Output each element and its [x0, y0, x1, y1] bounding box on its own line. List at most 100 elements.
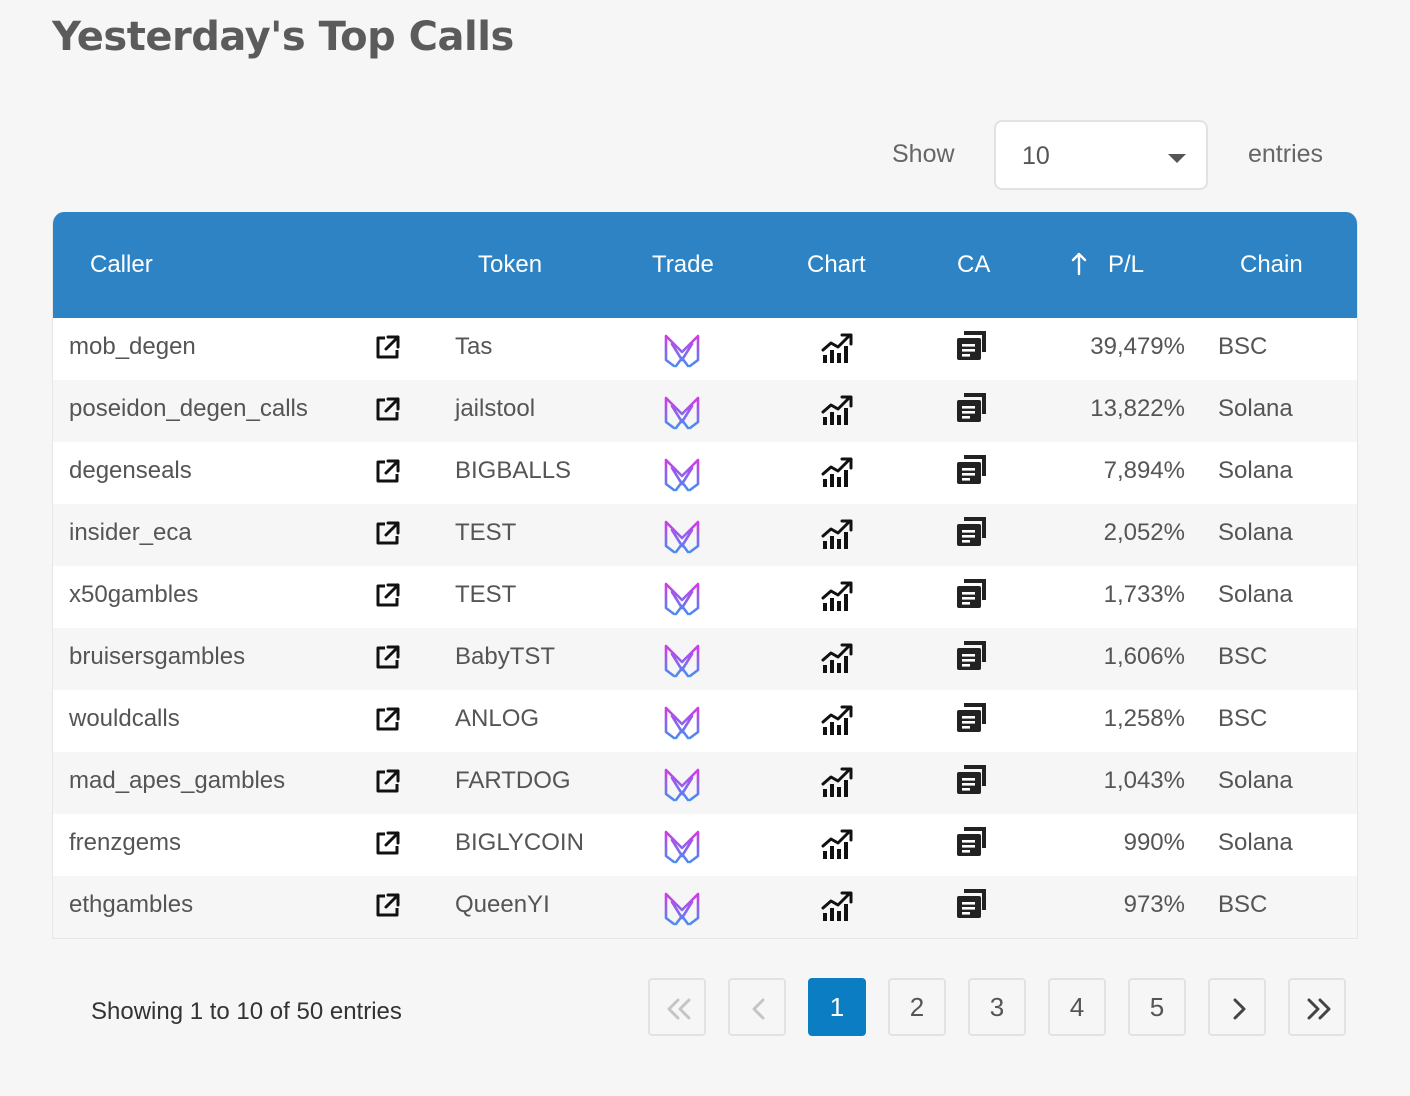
external-link-icon[interactable] — [373, 458, 401, 491]
show-label: Show — [892, 140, 955, 168]
trade-logo-icon[interactable] — [662, 454, 702, 497]
table-row: mob_degen Tas 39,479% BSC — [53, 318, 1357, 380]
copy-icon[interactable] — [955, 452, 989, 491]
copy-icon[interactable] — [955, 514, 989, 553]
external-link-icon[interactable] — [373, 706, 401, 739]
token-name: BIGLYCOIN — [455, 829, 584, 856]
copy-icon[interactable] — [955, 762, 989, 801]
external-link-icon[interactable] — [373, 582, 401, 615]
external-link-icon[interactable] — [373, 768, 401, 801]
pl-value: 13,822% — [1090, 395, 1185, 422]
external-link-icon[interactable] — [373, 830, 401, 863]
column-header-chain[interactable]: Chain — [1240, 251, 1303, 278]
table-row: mad_apes_gambles FARTDOG 1,043% Solana — [53, 752, 1357, 814]
trade-logo-icon[interactable] — [662, 516, 702, 559]
table-row: frenzgems BIGLYCOIN 990% Solana — [53, 814, 1357, 876]
trade-logo-icon[interactable] — [662, 826, 702, 869]
external-link-icon[interactable] — [373, 892, 401, 925]
copy-icon[interactable] — [955, 390, 989, 429]
caller-name: wouldcalls — [69, 705, 180, 732]
caller-name: insider_eca — [69, 519, 192, 546]
previous-page-button[interactable] — [728, 978, 786, 1036]
trade-logo-icon[interactable] — [662, 764, 702, 807]
table-row: x50gambles TEST 1,733% Solana — [53, 566, 1357, 628]
token-name: jailstool — [455, 395, 536, 422]
caller-name: mad_apes_gambles — [69, 767, 286, 794]
caller-name: degenseals — [69, 457, 192, 484]
caller-name: poseidon_degen_calls — [69, 395, 308, 422]
entries-per-page-select[interactable]: 10 — [994, 120, 1208, 190]
copy-icon[interactable] — [955, 700, 989, 739]
token-name: QueenYI — [455, 891, 550, 918]
page-button-3[interactable]: 3 — [968, 978, 1026, 1036]
pl-value: 1,043% — [1103, 767, 1185, 794]
trade-logo-icon[interactable] — [662, 330, 702, 373]
pl-value: 2,052% — [1103, 519, 1185, 546]
first-page-icon — [667, 998, 691, 1020]
column-header-caller[interactable]: Caller — [90, 251, 153, 278]
next-page-icon — [1233, 998, 1246, 1020]
chart-icon[interactable] — [820, 641, 854, 680]
chain-name: Solana — [1218, 829, 1293, 856]
chain-name: Solana — [1218, 457, 1293, 484]
trade-logo-icon[interactable] — [662, 578, 702, 621]
chain-name: BSC — [1218, 705, 1268, 732]
table-row: poseidon_degen_calls jailstool 13,822% Sola… — [53, 380, 1357, 442]
chart-icon[interactable] — [820, 703, 854, 742]
copy-icon[interactable] — [955, 824, 989, 863]
column-header-pl[interactable]: P/L — [1108, 251, 1145, 278]
trade-logo-icon[interactable] — [662, 392, 702, 435]
sort-arrow-up-icon[interactable] — [1070, 252, 1088, 281]
first-page-button[interactable] — [648, 978, 706, 1036]
chart-icon[interactable] — [820, 765, 854, 804]
column-header-trade[interactable]: Trade — [652, 251, 714, 278]
copy-icon[interactable] — [955, 328, 989, 367]
token-name: FARTDOG — [455, 767, 571, 794]
external-link-icon[interactable] — [373, 644, 401, 677]
copy-icon[interactable] — [955, 886, 989, 925]
column-header-chart[interactable]: Chart — [807, 251, 866, 278]
next-page-button[interactable] — [1208, 978, 1266, 1036]
chart-icon[interactable] — [820, 579, 854, 618]
chart-icon[interactable] — [820, 331, 854, 370]
external-link-icon[interactable] — [373, 396, 401, 429]
caller-name: x50gambles — [69, 581, 199, 608]
chart-icon[interactable] — [820, 889, 854, 928]
token-name: ANLOG — [455, 705, 540, 732]
trade-logo-icon[interactable] — [662, 702, 702, 745]
pl-value: 1,258% — [1103, 705, 1185, 732]
column-header-token[interactable]: Token — [478, 251, 543, 278]
pl-value: 39,479% — [1090, 333, 1185, 360]
chain-name: BSC — [1218, 643, 1268, 670]
copy-icon[interactable] — [955, 638, 989, 677]
table-row: degenseals BIGBALLS 7,894% Solana — [53, 442, 1357, 504]
chart-icon[interactable] — [820, 827, 854, 866]
chart-icon[interactable] — [820, 517, 854, 556]
caller-name: mob_degen — [69, 333, 196, 360]
table-row: ethgambles QueenYI 973% BSC — [53, 876, 1357, 938]
page-button-5[interactable]: 5 — [1128, 978, 1186, 1036]
chain-name: Solana — [1218, 395, 1293, 422]
page-button-2[interactable]: 2 — [888, 978, 946, 1036]
table-header: Caller Token Trade Chart CA P/L Chain — [53, 212, 1357, 318]
chain-name: Solana — [1218, 581, 1293, 608]
chain-name: Solana — [1218, 519, 1293, 546]
chart-icon[interactable] — [820, 455, 854, 494]
caller-name: ethgambles — [69, 891, 194, 918]
external-link-icon[interactable] — [373, 334, 401, 367]
entries-per-page-value: 10 — [1022, 142, 1050, 170]
pl-value: 973% — [1123, 891, 1185, 918]
trade-logo-icon[interactable] — [662, 640, 702, 683]
token-name: TEST — [455, 581, 517, 608]
page-button-1[interactable]: 1 — [808, 978, 866, 1036]
external-link-icon[interactable] — [373, 520, 401, 553]
pl-value: 1,733% — [1103, 581, 1185, 608]
copy-icon[interactable] — [955, 576, 989, 615]
last-page-button[interactable] — [1288, 978, 1346, 1036]
chain-name: BSC — [1218, 891, 1268, 918]
chart-icon[interactable] — [820, 393, 854, 432]
trade-logo-icon[interactable] — [662, 888, 702, 931]
column-header-ca[interactable]: CA — [957, 251, 991, 278]
token-name: BabyTST — [455, 643, 556, 670]
page-button-4[interactable]: 4 — [1048, 978, 1106, 1036]
